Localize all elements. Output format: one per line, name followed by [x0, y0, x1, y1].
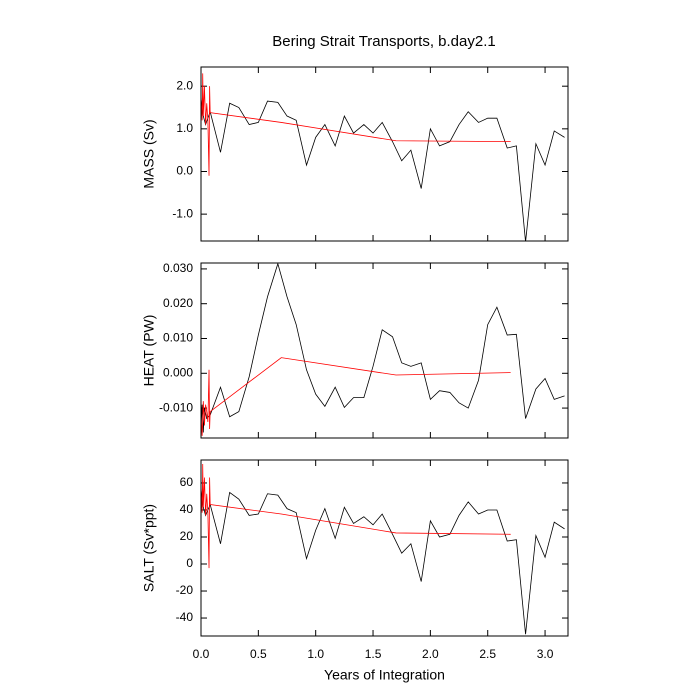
x-axis-title: Years of Integration	[324, 667, 445, 683]
plot-frame	[200, 262, 569, 439]
y-tick-label: 0	[186, 556, 193, 570]
y-tick-label: -20	[176, 583, 194, 597]
data-line	[201, 98, 565, 241]
y-tick-label: 0.000	[163, 365, 193, 379]
y-tick-label: 0.020	[163, 296, 193, 310]
data-line	[201, 489, 565, 635]
y-tick-label: 1.0	[176, 121, 193, 135]
y-tick-label: -0.010	[159, 400, 193, 414]
x-tick-label: 3.0	[537, 647, 554, 661]
x-tick-label: 2.5	[479, 647, 496, 661]
x-tick-label: 0.5	[250, 647, 267, 661]
y-axis-title: MASS (Sv)	[141, 119, 157, 188]
data-line	[201, 464, 511, 569]
x-tick-label: 0.0	[193, 647, 210, 661]
y-tick-label: 40	[180, 502, 194, 516]
y-tick-label: 2.0	[176, 78, 193, 92]
y-tick-label: 0.0	[176, 164, 193, 178]
y-tick-label: 0.030	[163, 261, 193, 275]
chart-title: Bering Strait Transports, b.day2.1	[272, 33, 495, 50]
data-line	[201, 73, 511, 176]
x-tick-label: 1.5	[365, 647, 382, 661]
x-tick-label: 1.0	[307, 647, 324, 661]
x-tick-label: 2.0	[422, 647, 439, 661]
plot-frame	[200, 459, 569, 637]
y-tick-label: 60	[180, 475, 194, 489]
y-axis-title: SALT (Sv*ppt)	[141, 504, 157, 592]
plot-frame	[200, 66, 569, 242]
y-axis-title: HEAT (PW)	[141, 315, 157, 387]
data-line	[201, 357, 511, 436]
y-tick-label: -1.0	[172, 206, 193, 220]
y-tick-label: -40	[176, 610, 194, 624]
y-tick-label: 0.010	[163, 331, 193, 345]
data-line	[201, 263, 565, 433]
y-tick-label: 20	[180, 529, 194, 543]
